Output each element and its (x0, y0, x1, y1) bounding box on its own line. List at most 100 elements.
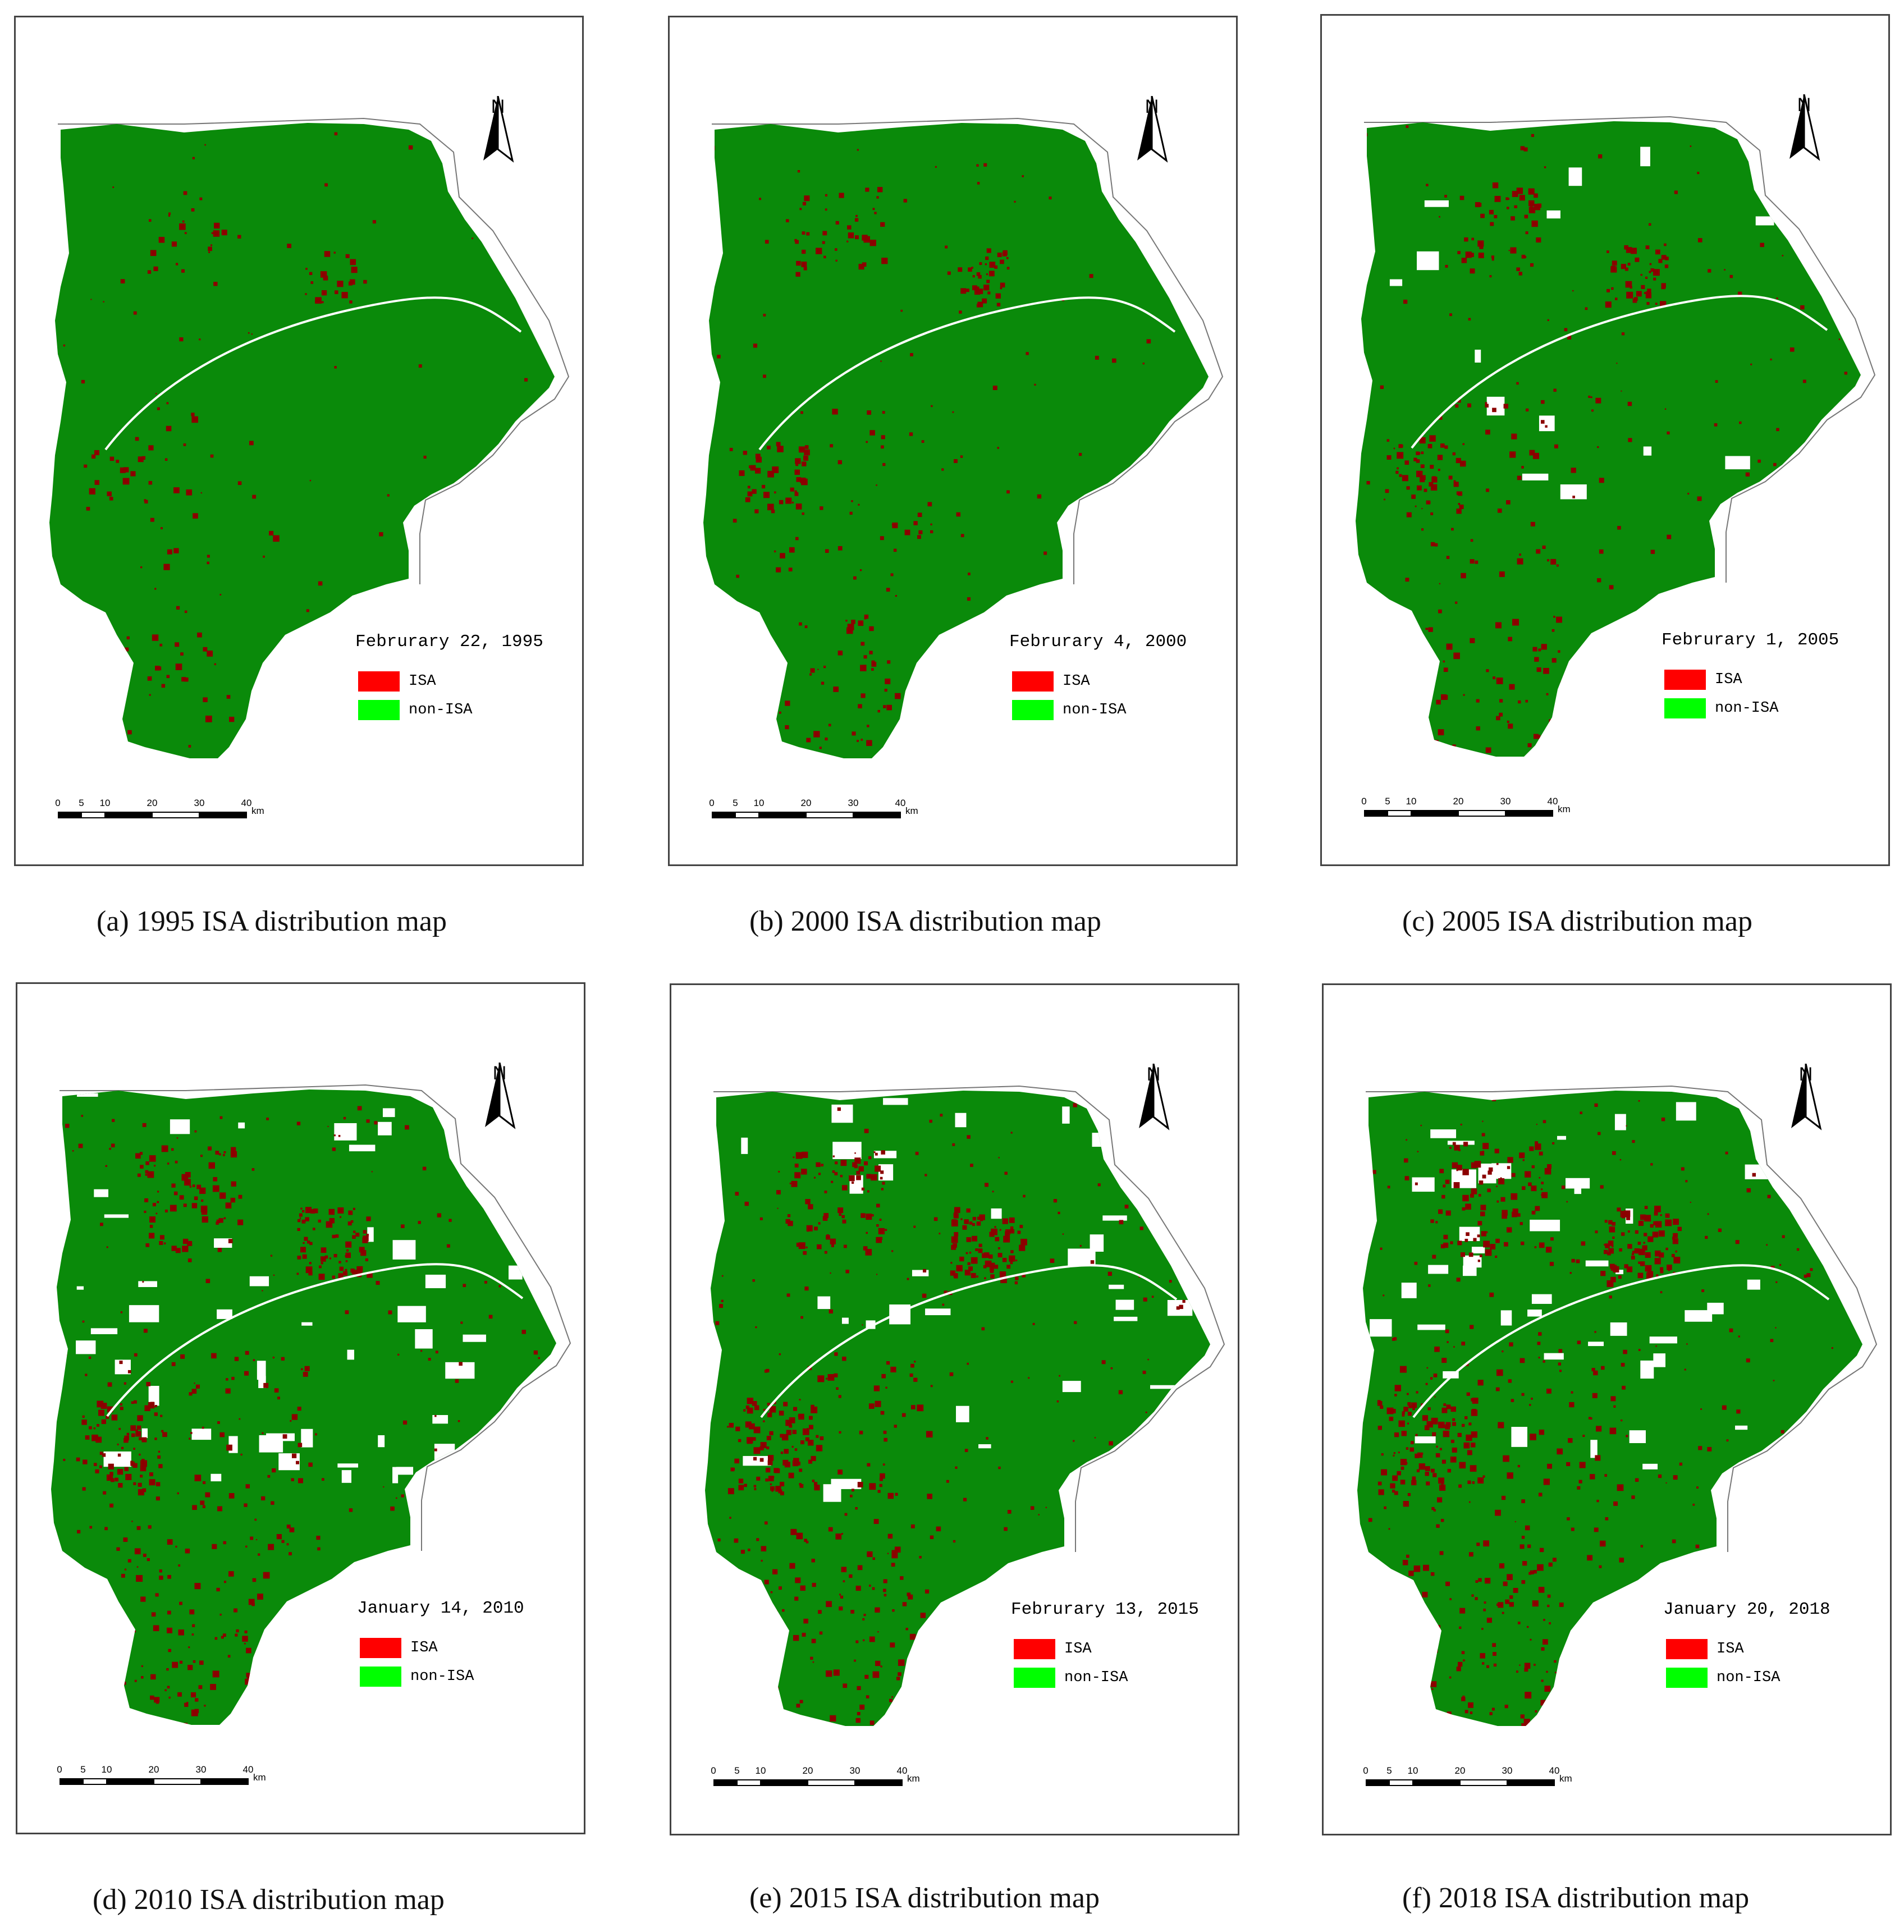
isa-patch (898, 1659, 905, 1666)
bare-patch (1168, 1154, 1186, 1168)
isa-patch (1656, 1274, 1659, 1277)
isa-patch (871, 661, 877, 667)
river-line (760, 1264, 1178, 1418)
isa-patch (1536, 1124, 1537, 1125)
isa-patch (840, 1160, 847, 1166)
isa-patch (121, 1446, 124, 1449)
isa-patch (1421, 528, 1424, 531)
isa-patch (1530, 1570, 1534, 1574)
isa-patch (281, 1540, 285, 1543)
isa-patch (1089, 274, 1093, 278)
isa-patch (1453, 1346, 1455, 1348)
isa-patch (304, 1237, 308, 1241)
bare-patch (170, 1119, 190, 1134)
isa-patch (1848, 1672, 1850, 1674)
isa-patch (1519, 195, 1525, 201)
isa-patch (830, 1715, 836, 1722)
isa-patch (1470, 539, 1473, 542)
isa-patch (1521, 466, 1524, 469)
isa-patch (1436, 699, 1441, 705)
isa-patch (1473, 1238, 1477, 1242)
bare-patch (1787, 195, 1804, 208)
north-arrow: N (1131, 1064, 1176, 1130)
isa-patch (1672, 1539, 1676, 1544)
isa-patch (76, 1457, 80, 1462)
isa-patch (525, 292, 528, 295)
isa-patch (1550, 1237, 1554, 1241)
bare-patch (1643, 446, 1652, 456)
isa-patch (956, 1265, 963, 1272)
isa-patch (795, 240, 799, 244)
isa-patch (322, 1478, 324, 1481)
isa-patch (875, 1660, 881, 1667)
isa-patch (1620, 1211, 1627, 1217)
isa-patch (157, 1201, 159, 1203)
isa-patch (772, 1687, 779, 1693)
isa-patch (1821, 1650, 1826, 1655)
isa-patch (334, 366, 337, 369)
isa-patch (1412, 656, 1414, 658)
isa-patch (1461, 1651, 1465, 1655)
isa-patch (1462, 1207, 1466, 1211)
isa-patch (827, 1374, 835, 1381)
bare-patch (392, 1467, 399, 1484)
isa-patch (891, 1696, 893, 1698)
isa-patch (1111, 498, 1113, 501)
isa-patch (308, 1462, 313, 1467)
isa-patch (1804, 1274, 1807, 1278)
isa-patch (882, 463, 886, 466)
boundary-line (712, 117, 1224, 584)
isa-patch (109, 497, 113, 501)
isa-patch (1512, 619, 1519, 626)
isa-patch (1385, 489, 1389, 493)
isa-patch (1773, 1380, 1775, 1381)
isa-patch (1124, 148, 1129, 152)
isa-patch (1462, 1169, 1469, 1175)
bare-patch (1531, 1294, 1552, 1304)
isa-patch (1550, 1723, 1557, 1726)
isa-patch (1406, 1611, 1413, 1617)
isa-patch (876, 1203, 880, 1208)
isa-patch (876, 484, 877, 486)
isa-patch (1757, 459, 1761, 463)
isa-patch (1681, 1167, 1685, 1171)
isa-patch (1543, 1120, 1546, 1123)
boundary-line (713, 1085, 1225, 1552)
isa-patch (1696, 1486, 1699, 1489)
isa-patch (1412, 1655, 1415, 1658)
legend-item-non-isa: non-ISA (360, 1667, 474, 1687)
isa-patch (826, 1235, 831, 1240)
isa-patch (855, 1718, 861, 1723)
isa-patch (1491, 1097, 1496, 1101)
isa-patch (1466, 1232, 1470, 1236)
isa-patch (1000, 259, 1004, 264)
isa-patch (112, 186, 115, 188)
isa-patch (341, 292, 348, 299)
isa-patch (171, 1246, 177, 1251)
isa-patch (881, 445, 884, 449)
isa-patch (1391, 1408, 1396, 1414)
isa-patch (297, 1256, 301, 1260)
isa-patch (747, 1722, 750, 1726)
isa-patch (777, 446, 784, 452)
bare-patch (1115, 1299, 1134, 1310)
isa-patch (82, 1487, 86, 1491)
isa-patch (1434, 1347, 1440, 1352)
isa-patch (1445, 1581, 1450, 1586)
scale-tick-label: 0 (709, 798, 715, 808)
isa-patch (848, 232, 854, 239)
isa-patch (1433, 1509, 1436, 1512)
isa-patch (1524, 1668, 1528, 1672)
isa-patch (1638, 1261, 1641, 1264)
isa-patch (1660, 1214, 1662, 1216)
isa-patch (1498, 1422, 1504, 1429)
isa-patch (843, 1580, 845, 1582)
isa-patch (190, 1692, 196, 1698)
isa-patch (1536, 237, 1541, 243)
isa-patch (1409, 1693, 1413, 1697)
scale-tick-label: 0 (55, 798, 61, 808)
isa-patch (1835, 1496, 1839, 1500)
isa-patch (100, 1223, 103, 1226)
isa-patch (1624, 245, 1628, 250)
isa-patch (1613, 1405, 1616, 1408)
